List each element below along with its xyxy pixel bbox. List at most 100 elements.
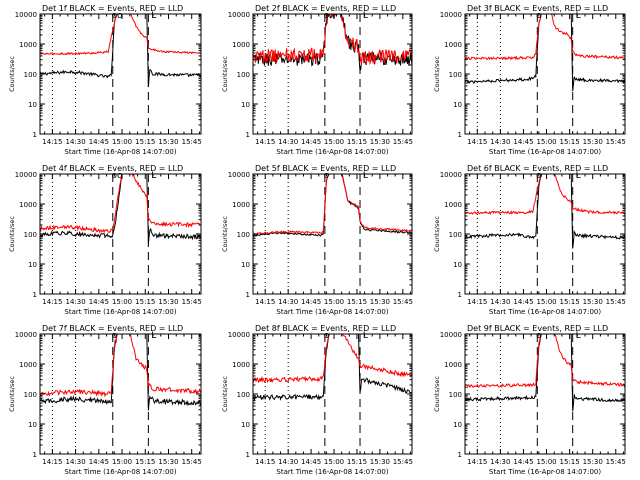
- series-events-line: [465, 334, 625, 412]
- x-axis-label: Start Time (16-Apr-08 14:07:00): [489, 308, 601, 316]
- y-tick-label: 1000: [232, 201, 250, 209]
- y-axis-label: Counts/sec: [221, 216, 229, 252]
- x-tick-label: 14:30: [490, 458, 510, 466]
- plot-frame: [464, 333, 626, 455]
- x-tick-label: 15:15: [347, 458, 367, 466]
- x-tick-label: 15:30: [583, 458, 603, 466]
- x-tick-label: 15:15: [135, 458, 155, 466]
- x-tick-label: 15:15: [560, 458, 580, 466]
- x-tick-label: 14:45: [301, 458, 321, 466]
- y-tick-label: 100: [24, 231, 37, 239]
- series-events-line: [40, 14, 201, 88]
- plot-frame: [464, 173, 626, 295]
- panel-title: Det 6f BLACK = Events, RED = LLD: [467, 164, 608, 173]
- y-tick-label: 100: [24, 71, 37, 79]
- series-events-line: [40, 174, 201, 245]
- x-tick-label: 14:45: [89, 138, 109, 146]
- x-tick-label: 14:45: [513, 138, 533, 146]
- marker-circle: o: [117, 11, 123, 21]
- series-lld-line: [40, 334, 201, 398]
- y-axis-label: Counts/sec: [433, 216, 441, 252]
- y-tick-label: 10000: [440, 11, 462, 19]
- y-tick-label: 10000: [440, 171, 462, 179]
- y-tick-label: 100: [237, 391, 250, 399]
- marker-circle: o: [112, 11, 118, 21]
- x-tick-label: 15:30: [370, 138, 390, 146]
- series-group: [40, 14, 201, 88]
- series-lld-line: [465, 334, 625, 389]
- y-tick-label: 1: [33, 451, 37, 459]
- x-tick-label: 15:45: [393, 138, 413, 146]
- marker-l: L: [363, 11, 368, 21]
- x-tick-label: 14:30: [278, 298, 298, 306]
- y-tick-label: 1: [246, 131, 250, 139]
- x-tick-label: 14:30: [490, 298, 510, 306]
- panel-det-2f: 1 10 100 1000 10000 14:15 14:30 14:45 15:00 15:15…: [221, 4, 413, 156]
- y-tick-label: 10: [453, 101, 462, 109]
- y-tick-label: 10: [241, 421, 250, 429]
- series-lld-line: [253, 174, 412, 236]
- x-tick-label: 15:00: [536, 138, 556, 146]
- series-group: [465, 334, 625, 412]
- x-tick-label: 14:15: [467, 458, 487, 466]
- y-axis-label: Counts/sec: [8, 376, 16, 412]
- plot-frame: [464, 13, 626, 135]
- marker-circle: o: [117, 171, 123, 181]
- x-tick-label: 15:15: [135, 138, 155, 146]
- x-tick-label: 14:45: [301, 138, 321, 146]
- panel-det-3f: 1 10 100 1000 10000 14:15 14:30 14:45 15:00 15:15…: [433, 4, 626, 156]
- x-tick-label: 15:00: [112, 458, 132, 466]
- marker-l: L: [576, 171, 581, 181]
- series-lld-line: [40, 14, 201, 56]
- marker-l: L: [576, 331, 581, 341]
- panel-title: Det 5f BLACK = Events, RED = LLD: [255, 164, 396, 173]
- x-tick-label: 14:30: [278, 138, 298, 146]
- x-tick-label: 14:45: [89, 458, 109, 466]
- x-tick-label: 14:30: [278, 458, 298, 466]
- series-group: [253, 334, 412, 402]
- y-tick-label: 10000: [15, 331, 37, 339]
- y-tick-label: 10000: [15, 11, 37, 19]
- y-tick-label: 100: [237, 71, 250, 79]
- y-tick-label: 10: [241, 101, 250, 109]
- y-tick-label: 10: [453, 261, 462, 269]
- y-tick-label: 100: [449, 391, 462, 399]
- series-group: [40, 334, 201, 411]
- panel-title: Det 1f BLACK = Events, RED = LLD: [42, 4, 183, 13]
- x-tick-label: 15:15: [560, 138, 580, 146]
- y-axis-label: Counts/sec: [433, 56, 441, 92]
- x-tick-label: 14:15: [255, 298, 275, 306]
- x-tick-label: 15:00: [324, 298, 344, 306]
- marker-circle: o: [536, 11, 542, 21]
- y-tick-label: 10: [453, 421, 462, 429]
- y-axis-label: Counts/sec: [433, 376, 441, 412]
- y-axis-label: Counts/sec: [221, 376, 229, 412]
- series-events-line: [465, 14, 625, 92]
- series-group: [253, 174, 412, 237]
- x-tick-label: 14:30: [66, 298, 86, 306]
- y-tick-label: 1: [246, 291, 250, 299]
- y-tick-label: 1: [458, 451, 462, 459]
- y-tick-label: 1: [246, 451, 250, 459]
- y-tick-label: 1: [458, 291, 462, 299]
- y-tick-label: 10: [28, 101, 37, 109]
- x-axis-label: Start Time (16-Apr-08 14:07:00): [64, 468, 176, 476]
- plot-frame: [252, 333, 413, 455]
- y-tick-label: 10: [28, 421, 37, 429]
- panel-det-9f: 1 10 100 1000 10000 14:15 14:30 14:45 15:00 15:15…: [433, 324, 626, 476]
- panel-det-4f: 1 10 100 1000 10000 14:15 14:30 14:45 15:00 15:15…: [8, 164, 202, 316]
- marker-circle: o: [536, 331, 542, 341]
- marker-l: L: [576, 11, 581, 21]
- x-tick-label: 14:15: [42, 298, 62, 306]
- y-tick-label: 1000: [19, 361, 37, 369]
- x-tick-label: 15:30: [158, 458, 178, 466]
- y-tick-label: 1000: [19, 41, 37, 49]
- x-axis-label: Start Time (16-Apr-08 14:07:00): [276, 468, 388, 476]
- series-lld-line: [40, 174, 201, 234]
- marker-circle: o: [324, 171, 330, 181]
- x-axis-label: Start Time (16-Apr-08 14:07:00): [489, 468, 601, 476]
- y-tick-label: 10: [241, 261, 250, 269]
- y-tick-label: 10000: [440, 331, 462, 339]
- y-tick-label: 1: [33, 291, 37, 299]
- y-tick-label: 10: [28, 261, 37, 269]
